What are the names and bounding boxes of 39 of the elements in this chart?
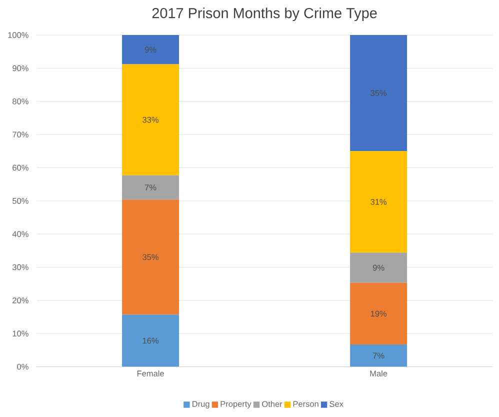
bar xyxy=(350,151,408,253)
y-tick-label: 30% xyxy=(12,264,28,270)
y-tick-label: 70% xyxy=(12,132,28,138)
bar xyxy=(122,175,180,200)
x-tick-label: Male xyxy=(370,370,388,377)
chart-title: 2017 Prison Months by Crime Type xyxy=(152,8,377,22)
y-tick-label: 40% xyxy=(12,231,28,238)
y-tick-label: 60% xyxy=(12,164,28,171)
data-label: 33% xyxy=(142,117,158,123)
data-label: 7% xyxy=(144,184,156,190)
x-tick-label: Female xyxy=(137,370,164,377)
legend-label: Property xyxy=(220,401,252,409)
data-label: 19% xyxy=(370,310,387,317)
data-label: 31% xyxy=(370,199,387,205)
y-tick-label: 0% xyxy=(17,364,28,370)
bar xyxy=(350,252,408,283)
y-tick-label: 90% xyxy=(12,65,28,72)
bar xyxy=(122,64,180,176)
data-label: 7% xyxy=(373,352,384,359)
y-tick-label: 50% xyxy=(12,198,28,204)
bar xyxy=(350,35,408,152)
y-tick-label: 100% xyxy=(8,32,28,38)
bar xyxy=(122,314,180,367)
bar xyxy=(122,35,180,64)
data-label: 9% xyxy=(372,264,384,271)
legend-label: Drug xyxy=(192,401,210,409)
legend-label: Sex xyxy=(330,401,344,408)
data-label: 35% xyxy=(370,90,387,96)
bar xyxy=(122,200,180,315)
bar xyxy=(350,344,408,367)
legend-label: Other xyxy=(262,401,282,408)
data-label: 9% xyxy=(144,46,156,53)
y-tick-label: 20% xyxy=(12,298,28,304)
data-label: 35% xyxy=(142,254,158,260)
data-label: 16% xyxy=(142,338,158,344)
y-tick-label: 80% xyxy=(12,98,28,104)
y-tick-label: 10% xyxy=(12,330,28,337)
legend-label: Person xyxy=(293,401,318,407)
bar xyxy=(350,282,408,345)
